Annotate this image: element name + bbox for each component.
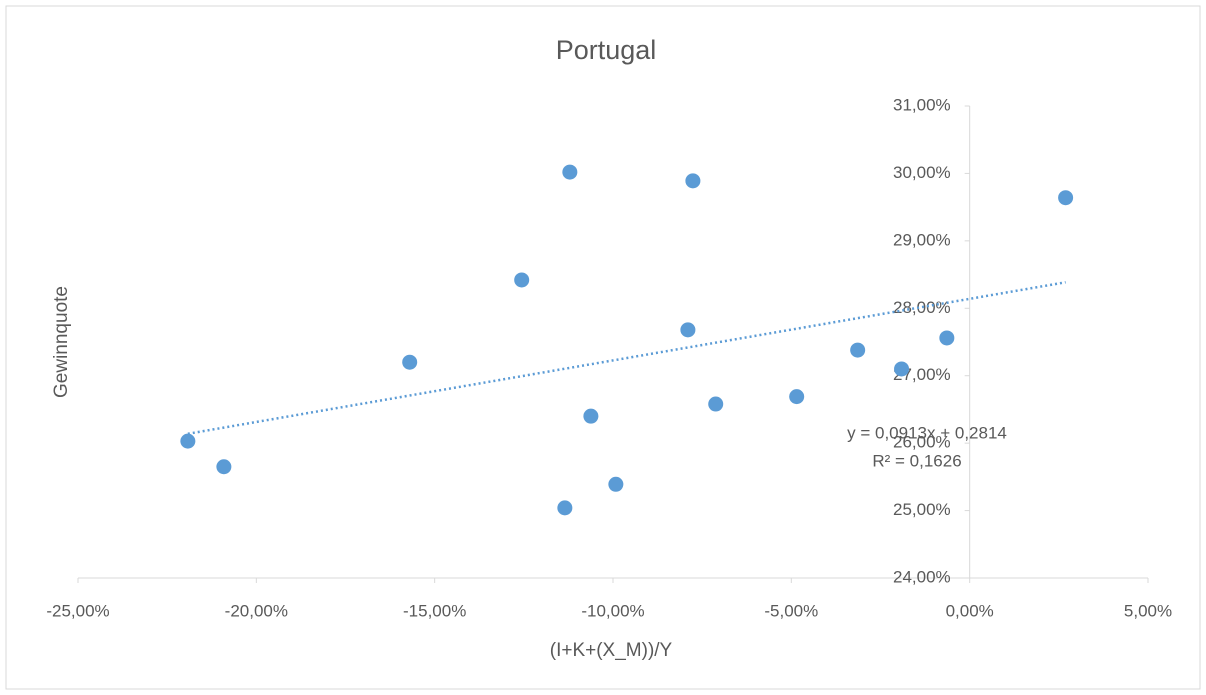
point bbox=[939, 330, 955, 346]
y-tick-label: 30,00% bbox=[893, 163, 951, 182]
trendline-equation: y = 0,0913x + 0,2814 bbox=[847, 423, 1007, 442]
y-tick-label: 26,00% bbox=[893, 433, 951, 452]
x-tick-label: 0,00% bbox=[946, 601, 994, 620]
point bbox=[216, 459, 232, 475]
y-tick-label: 24,00% bbox=[893, 567, 951, 586]
point bbox=[789, 389, 805, 405]
x-tick-label: -20,00% bbox=[225, 601, 288, 620]
x-tick-label: -5,00% bbox=[764, 601, 818, 620]
point bbox=[562, 164, 578, 180]
point bbox=[894, 361, 910, 377]
x-tick-label: -10,00% bbox=[581, 601, 644, 620]
y-axis-title: Gewinnquote bbox=[51, 286, 72, 398]
point bbox=[402, 354, 418, 370]
y-tick-label: 29,00% bbox=[893, 230, 951, 249]
chart-border bbox=[5, 5, 1201, 690]
point bbox=[680, 322, 696, 338]
x-tick-label: -25,00% bbox=[46, 601, 109, 620]
trendline bbox=[187, 281, 1066, 436]
point bbox=[557, 500, 573, 516]
point bbox=[608, 476, 624, 492]
x-tick-label: 5,00% bbox=[1124, 601, 1172, 620]
x-tick-label: -15,00% bbox=[403, 601, 466, 620]
point bbox=[180, 433, 196, 449]
point bbox=[685, 173, 701, 189]
point bbox=[1058, 190, 1074, 206]
point bbox=[514, 272, 530, 288]
y-tick-label: 28,00% bbox=[893, 298, 951, 317]
point bbox=[850, 342, 866, 358]
trendline-r-squared: R² = 0,1626 bbox=[872, 451, 961, 470]
x-axis-title: (I+K+(X_M))/Y bbox=[550, 640, 673, 661]
y-tick-label: 31,00% bbox=[893, 95, 951, 114]
y-tick-label: 25,00% bbox=[893, 500, 951, 519]
point bbox=[583, 408, 599, 424]
chart-title: Portugal bbox=[556, 35, 657, 65]
point bbox=[708, 396, 724, 412]
